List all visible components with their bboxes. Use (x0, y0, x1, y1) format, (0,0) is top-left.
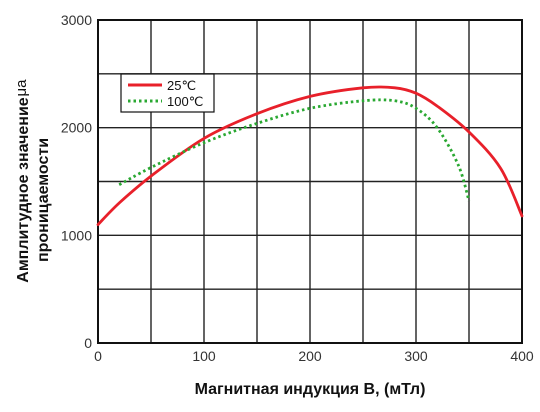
series-layer (96, 85, 524, 226)
y-tick-label: 2000 (61, 120, 92, 136)
x-axis-title: Магнитная индукция B, (мТл) (195, 381, 426, 398)
legend-box (120, 73, 215, 113)
tick-labels: 0 100 200 300 400 0 1000 2000 3000 (61, 12, 534, 364)
series-line-100c (118, 98, 471, 202)
y-tick-label: 3000 (61, 12, 92, 28)
y-tick-label: 0 (84, 335, 92, 351)
grid (98, 20, 522, 343)
y-axis-title-group: Амплитудное значение проницаемости μa (13, 79, 52, 283)
legend-label-100c: 100℃ (167, 94, 203, 109)
y-axis-title-line1: Амплитудное значение (15, 97, 32, 283)
x-tick-label: 400 (510, 348, 534, 364)
series-line-25c (96, 85, 524, 226)
x-tick-label: 100 (192, 348, 216, 364)
x-tick-label: 0 (94, 348, 102, 364)
plot-frame (97, 19, 523, 344)
legend: 25℃ 100℃ (120, 73, 215, 113)
x-tick-label: 300 (404, 348, 428, 364)
y-axis-title-line2: проницаемости (35, 138, 52, 262)
y-tick-label: 1000 (61, 227, 92, 243)
x-tick-label: 200 (298, 348, 322, 364)
y-axis-unit: μa (13, 79, 30, 97)
legend-label-25c: 25℃ (167, 78, 196, 93)
